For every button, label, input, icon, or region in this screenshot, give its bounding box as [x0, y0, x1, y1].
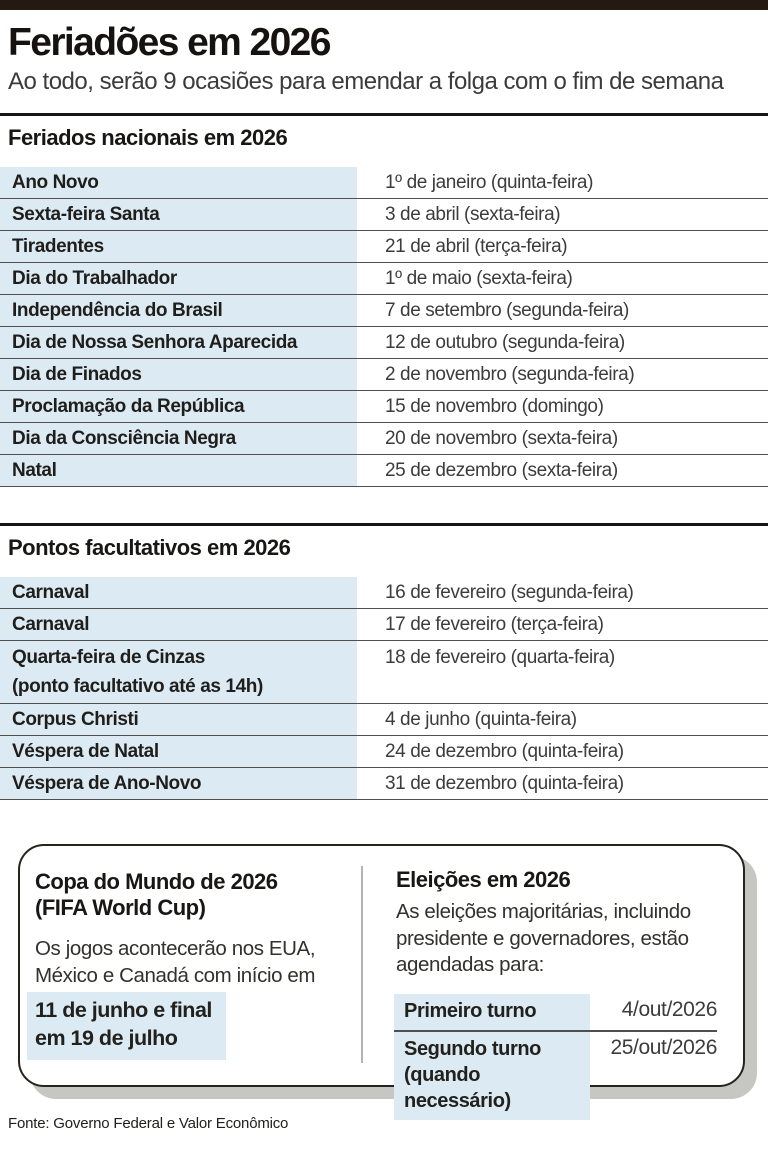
holiday-date: 1º de janeiro (quinta-feira) — [385, 171, 594, 193]
holiday-row: Carnaval 17 de fevereiro (terça-feira) — [0, 609, 768, 642]
holiday-name: Proclamação da República — [12, 396, 245, 418]
holiday-row: Quarta-feira de Cinzas (ponto facultativ… — [0, 641, 768, 705]
holiday-name: Dia de Finados — [12, 364, 142, 386]
holiday-name: Corpus Christi — [12, 709, 139, 731]
page-title: Feriadões em 2026 — [8, 21, 331, 64]
holiday-name: Carnaval — [12, 614, 90, 636]
spacer — [0, 487, 768, 523]
election-round-row: Segundo turno (quando necessário) 25/out… — [394, 1032, 717, 1121]
holiday-name: Ano Novo — [12, 172, 99, 194]
optional-holidays-table: Carnaval 16 de fevereiro (segunda-feira)… — [0, 577, 768, 801]
section-national-holidays: Feriados nacionais em 2026 Ano Novo 1º d… — [0, 116, 768, 488]
holiday-date: 17 de fevereiro (terça-feira) — [385, 613, 604, 635]
national-holidays-table: Ano Novo 1º de janeiro (quinta-feira) Se… — [0, 167, 768, 488]
round-date: 25/out/2026 — [610, 1036, 717, 1060]
holiday-row: Proclamação da República 15 de novembro … — [0, 391, 768, 424]
elections-rounds-table: Primeiro turno 4/out/2026 Segundo turno … — [394, 994, 718, 1121]
section-rule-optional — [0, 523, 768, 527]
page-subtitle: Ao todo, serão 9 ocasiões para emendar a… — [8, 67, 724, 95]
holiday-date: 21 de abril (terça-feira) — [385, 235, 568, 257]
holiday-date: 24 de dezembro (quinta-feira) — [385, 740, 624, 762]
holiday-date: 18 de fevereiro (quarta-feira) — [385, 647, 615, 669]
holiday-date: 1º de maio (sexta-feira) — [385, 267, 573, 289]
holiday-date: 25 de dezembro (sexta-feira) — [385, 459, 618, 481]
holiday-row: Tiradentes 21 de abril (terça-feira) — [0, 231, 768, 264]
holiday-date: 3 de abril (sexta-feira) — [385, 203, 561, 225]
holiday-row: Corpus Christi 4 de junho (quinta-feira) — [0, 704, 768, 737]
world-cup-dates-highlight: 11 de junho e final em 19 de julho — [27, 991, 226, 1060]
round-sublabel: (quando necessário) — [404, 1064, 511, 1113]
header: Feriadões em 2026 Ao todo, serão 9 ocasi… — [0, 10, 768, 96]
election-round-row: Primeiro turno 4/out/2026 — [394, 994, 718, 1033]
holiday-row: Sexta-feira Santa 3 de abril (sexta-feir… — [0, 199, 768, 232]
holiday-date: 4 de junho (quinta-feira) — [385, 708, 577, 730]
section-rule-national — [0, 113, 768, 117]
holiday-name: Tiradentes — [12, 236, 104, 258]
elections-heading: Eleições em 2026 — [396, 867, 571, 893]
holiday-date: 7 de setembro (segunda-feira) — [385, 299, 629, 321]
holiday-row: Dia da Consciência Negra 20 de novembro … — [0, 423, 768, 456]
holiday-name: Dia da Consciência Negra — [12, 428, 236, 450]
holiday-date: 31 de dezembro (quinta-feira) — [385, 772, 624, 794]
world-cup-heading: Copa do Mundo de 2026 (FIFA World Cup) — [35, 869, 278, 921]
holiday-note: (ponto facultativo até as 14h) — [12, 675, 263, 697]
holiday-row: Dia do Trabalhador 1º de maio (sexta-fei… — [0, 263, 768, 296]
holiday-row: Carnaval 16 de fevereiro (segunda-feira) — [0, 577, 768, 610]
national-section-heading: Feriados nacionais em 2026 — [8, 125, 288, 151]
holiday-date: 16 de fevereiro (segunda-feira) — [385, 581, 634, 603]
holiday-name: Quarta-feira de Cinzas — [12, 647, 205, 669]
section-optional-holidays: Pontos facultativos em 2026 Carnaval 16 … — [0, 526, 768, 801]
holiday-name: Véspera de Natal — [12, 741, 159, 763]
holiday-row: Véspera de Natal 24 de dezembro (quinta-… — [0, 736, 768, 769]
holiday-row: Dia de Nossa Senhora Aparecida 12 de out… — [0, 327, 768, 360]
world-cup-body: Os jogos acontecerão nos EUA, México e C… — [35, 937, 316, 987]
optional-section-heading: Pontos facultativos em 2026 — [8, 535, 291, 561]
holiday-row: Véspera de Ano-Novo 31 de dezembro (quin… — [0, 768, 768, 801]
masthead-bar — [0, 0, 768, 10]
holiday-row: Dia de Finados 2 de novembro (segunda-fe… — [0, 359, 768, 392]
holiday-row: Independência do Brasil 7 de setembro (s… — [0, 295, 768, 328]
holiday-name: Independência do Brasil — [12, 300, 223, 322]
holiday-date: 20 de novembro (sexta-feira) — [385, 427, 618, 449]
round-label: Primeiro turno — [404, 1000, 537, 1023]
holiday-name: Véspera de Ano-Novo — [12, 773, 202, 795]
holiday-row: Ano Novo 1º de janeiro (quinta-feira) — [0, 167, 768, 200]
elections-panel: Eleições em 2026 As eleições majoritária… — [362, 846, 743, 1121]
holiday-date: 2 de novembro (segunda-feira) — [385, 363, 635, 385]
source-note: Fonte: Governo Federal e Valor Econômico — [8, 1115, 289, 1133]
world-cup-panel: Copa do Mundo de 2026 (FIFA World Cup) O… — [20, 846, 362, 1085]
info-box-divider — [361, 866, 363, 1064]
info-box: Copa do Mundo de 2026 (FIFA World Cup) O… — [18, 844, 745, 1121]
holiday-name: Natal — [12, 460, 57, 482]
elections-body: As eleições majoritárias, incluindo pres… — [396, 900, 691, 976]
holiday-name: Sexta-feira Santa — [12, 204, 160, 226]
round-label: Segundo turno — [404, 1038, 541, 1061]
holiday-name: Dia do Trabalhador — [12, 268, 177, 290]
holiday-name: Dia de Nossa Senhora Aparecida — [12, 332, 298, 354]
holiday-row: Natal 25 de dezembro (sexta-feira) — [0, 455, 768, 488]
holiday-date: 15 de novembro (domingo) — [385, 395, 604, 417]
holiday-date: 12 de outubro (segunda-feira) — [385, 331, 625, 353]
holiday-name: Carnaval — [12, 582, 90, 604]
round-date: 4/out/2026 — [621, 998, 718, 1022]
